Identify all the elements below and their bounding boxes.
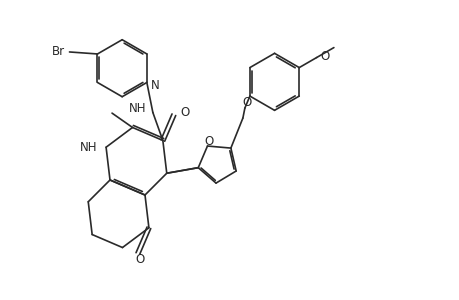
Text: N: N (151, 79, 159, 92)
Text: O: O (320, 50, 329, 63)
Text: NH: NH (129, 102, 146, 115)
Text: O: O (242, 96, 251, 109)
Text: NH: NH (79, 141, 97, 154)
Text: O: O (204, 134, 213, 148)
Text: O: O (135, 253, 144, 266)
Text: O: O (179, 106, 189, 119)
Text: Br: Br (52, 46, 65, 59)
